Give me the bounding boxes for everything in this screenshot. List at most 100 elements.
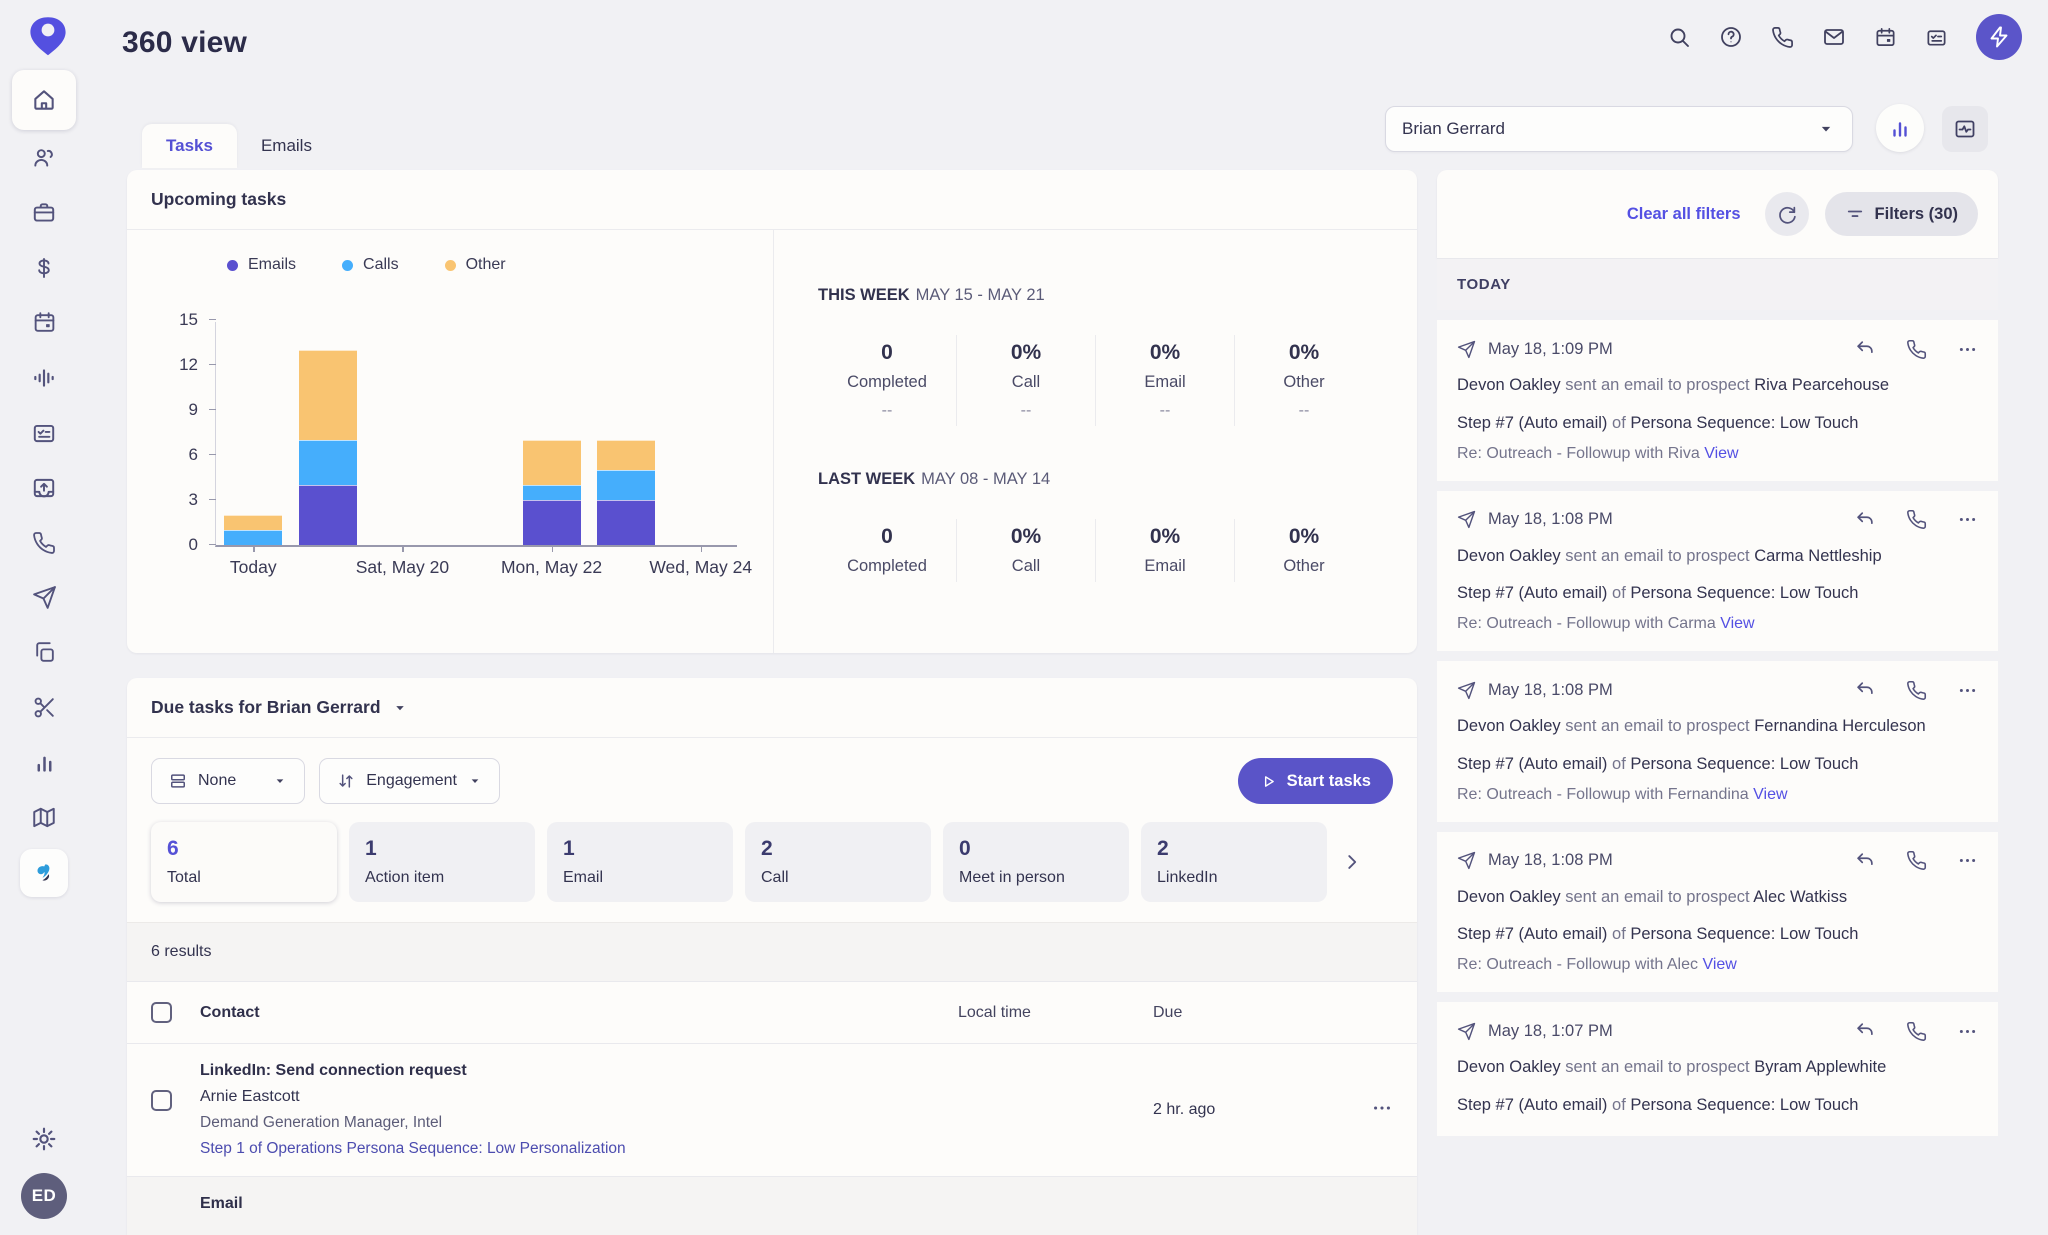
settings-button[interactable] bbox=[12, 1121, 76, 1157]
contact-job-title: Demand Generation Manager, Intel bbox=[200, 1114, 443, 1131]
bar-chart-icon bbox=[32, 750, 57, 775]
sidebar-item-briefcase[interactable] bbox=[12, 185, 76, 240]
sequence-link[interactable]: Step 1 of Operations Persona Sequence: L… bbox=[200, 1140, 626, 1157]
tasklist-icon[interactable] bbox=[1925, 26, 1948, 49]
sidebar-item-app[interactable] bbox=[12, 845, 76, 900]
sidebar-item-templates[interactable] bbox=[12, 625, 76, 680]
call-button[interactable] bbox=[1906, 509, 1927, 530]
tile-call[interactable]: 2 Call bbox=[745, 822, 931, 902]
more-button[interactable] bbox=[1957, 509, 1978, 530]
call-button[interactable] bbox=[1906, 680, 1927, 701]
reply-button[interactable] bbox=[1854, 509, 1876, 531]
filter-icon bbox=[1845, 204, 1865, 224]
more-button[interactable] bbox=[1957, 850, 1978, 871]
sidebar-item-snippets[interactable] bbox=[12, 680, 76, 735]
phone-icon bbox=[1906, 680, 1927, 701]
home-icon bbox=[31, 87, 57, 113]
start-tasks-button[interactable]: Start tasks bbox=[1237, 758, 1393, 804]
prospect-name: Byram Applewhite bbox=[1754, 1058, 1887, 1076]
reply-button[interactable] bbox=[1854, 850, 1876, 872]
due-value: 2 hr. ago bbox=[1153, 1101, 1216, 1118]
feed-item: May 18, 1:08 PM Devon Oakley sent an ema… bbox=[1437, 661, 1998, 822]
reply-button[interactable] bbox=[1854, 338, 1876, 360]
legend-item-other[interactable]: Other bbox=[444, 256, 506, 274]
more-button[interactable] bbox=[1957, 339, 1978, 360]
chart-view-toggle[interactable] bbox=[1876, 104, 1924, 152]
stacked-bar-plot: 0 3 6 9 12 15 Today Sat, May 20 Mon, May 22 Wed, … bbox=[179, 310, 752, 577]
legend-item-calls[interactable]: Calls bbox=[342, 256, 399, 274]
bar-segment-calls bbox=[298, 440, 357, 485]
copy-icon bbox=[32, 640, 57, 665]
reply-button[interactable] bbox=[1854, 679, 1876, 701]
legend-item-emails[interactable]: Emails bbox=[227, 256, 296, 274]
ellipsis-icon bbox=[1957, 509, 1978, 530]
more-button[interactable] bbox=[1957, 1021, 1978, 1042]
tile-email[interactable]: 1 Email bbox=[547, 822, 733, 902]
sidebar-item-opportunities[interactable] bbox=[12, 240, 76, 295]
tile-linkedin[interactable]: 2 LinkedIn bbox=[1141, 822, 1327, 902]
sort-filter-dropdown[interactable]: Engagement bbox=[319, 758, 500, 804]
ellipsis-icon bbox=[1957, 850, 1978, 871]
view-link[interactable]: View bbox=[1702, 956, 1737, 973]
stat-completed: 0 Completed bbox=[847, 525, 927, 575]
task-type-tiles: 6 Total 1 Action item 1 Email 2 Call 0 Meet i… bbox=[127, 804, 1417, 902]
tab-emails[interactable]: Emails bbox=[237, 124, 336, 168]
call-button[interactable] bbox=[1906, 850, 1927, 871]
chevron-down-icon bbox=[391, 699, 409, 717]
sidebar-item-people[interactable] bbox=[12, 130, 76, 185]
more-button[interactable] bbox=[1957, 680, 1978, 701]
activity-view-toggle[interactable] bbox=[1942, 106, 1988, 152]
clear-all-filters-link[interactable]: Clear all filters bbox=[1626, 204, 1741, 223]
gear-icon bbox=[31, 1126, 57, 1152]
group-filter-dropdown[interactable]: None bbox=[151, 758, 306, 804]
page-title: 360 view bbox=[122, 26, 248, 59]
call-button[interactable] bbox=[1906, 339, 1927, 360]
phone-icon[interactable] bbox=[1771, 26, 1794, 49]
row-checkbox[interactable] bbox=[151, 1090, 172, 1111]
reply-icon bbox=[1854, 1020, 1876, 1042]
view-link[interactable]: View bbox=[1720, 615, 1755, 632]
select-all-checkbox[interactable] bbox=[151, 1002, 172, 1023]
reply-button[interactable] bbox=[1854, 1020, 1876, 1042]
mail-icon[interactable] bbox=[1822, 25, 1846, 49]
sidebar-item-voice[interactable] bbox=[12, 350, 76, 405]
inbox-upload-icon bbox=[31, 475, 57, 501]
tile-total[interactable]: 6 Total bbox=[151, 822, 337, 902]
table-header: Contact Local time Due bbox=[127, 982, 1417, 1044]
sidebar-item-tasks[interactable] bbox=[12, 405, 76, 460]
table-row[interactable]: LinkedIn: Send connection request Arnie … bbox=[127, 1044, 1417, 1176]
sidebar-item-reports[interactable] bbox=[12, 735, 76, 790]
sidebar-item-playbooks[interactable] bbox=[12, 790, 76, 845]
help-icon[interactable] bbox=[1719, 25, 1743, 49]
sidebar-item-calls[interactable] bbox=[12, 515, 76, 570]
stat-completed: 0 Completed -- bbox=[847, 341, 927, 419]
ellipsis-icon bbox=[1957, 339, 1978, 360]
person-selector-dropdown[interactable]: Brian Gerrard bbox=[1385, 106, 1853, 152]
sidebar-item-meetings[interactable] bbox=[12, 295, 76, 350]
view-link[interactable]: View bbox=[1753, 785, 1788, 803]
upcoming-tasks-title: Upcoming tasks bbox=[127, 170, 1417, 230]
user-avatar[interactable]: ED bbox=[21, 1173, 67, 1219]
chart-legend: Emails Calls Other bbox=[227, 256, 773, 274]
filters-button[interactable]: Filters (30) bbox=[1824, 192, 1978, 236]
refresh-button[interactable] bbox=[1764, 192, 1809, 236]
due-tasks-header-dropdown[interactable]: Due tasks for Brian Gerrard bbox=[127, 678, 1417, 738]
tiles-scroll-right-button[interactable] bbox=[1341, 851, 1363, 873]
tile-meet-in-person[interactable]: 0 Meet in person bbox=[943, 822, 1129, 902]
row-more-button[interactable] bbox=[1371, 1097, 1393, 1119]
tile-action-item[interactable]: 1 Action item bbox=[349, 822, 535, 902]
call-button[interactable] bbox=[1906, 1021, 1927, 1042]
tab-tasks[interactable]: Tasks bbox=[142, 124, 237, 168]
calendar-icon[interactable] bbox=[1874, 26, 1897, 49]
sidebar-item-import[interactable] bbox=[12, 460, 76, 515]
sidebar-item-sequences[interactable] bbox=[12, 570, 76, 625]
view-link[interactable]: View bbox=[1704, 444, 1739, 462]
sidebar-item-home[interactable] bbox=[12, 70, 76, 130]
stat-email: 0% Email bbox=[1095, 519, 1234, 582]
top-header: 360 view bbox=[0, 0, 2048, 70]
search-icon[interactable] bbox=[1667, 25, 1691, 49]
table-row[interactable]: Email bbox=[127, 1176, 1417, 1235]
x-axis-label: Mon, May 22 bbox=[500, 557, 603, 577]
user-avatar-lightning[interactable] bbox=[1976, 14, 2022, 60]
reply-icon bbox=[1854, 679, 1876, 701]
